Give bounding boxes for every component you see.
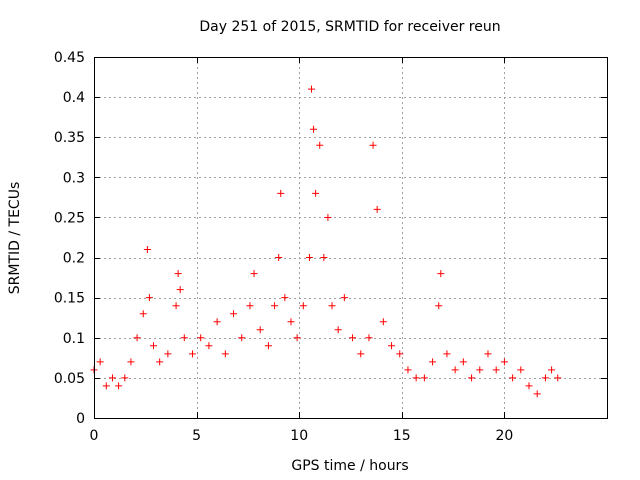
data-point <box>396 350 404 358</box>
y-tick-label: 0.4 <box>63 90 85 106</box>
data-point <box>357 350 365 358</box>
data-point <box>197 334 205 342</box>
data-point <box>365 334 373 342</box>
plot-frame <box>94 57 608 419</box>
x-axis-label: GPS time / hours <box>291 458 408 474</box>
data-point <box>312 189 320 197</box>
data-point <box>287 318 295 326</box>
data-point <box>420 374 428 382</box>
data-point <box>205 342 213 350</box>
data-point <box>264 342 272 350</box>
x-tick-label: 20 <box>495 428 513 444</box>
data-point <box>404 366 412 374</box>
data-point <box>221 350 229 358</box>
data-point <box>500 358 508 366</box>
data-point <box>541 374 549 382</box>
x-tick-label: 15 <box>393 428 411 444</box>
y-tick-label: 0.3 <box>63 170 85 186</box>
y-tick-label: 0.35 <box>54 130 85 146</box>
data-point <box>459 358 467 366</box>
x-tick-label: 0 <box>90 428 99 444</box>
data-point <box>133 334 141 342</box>
data-point <box>429 358 437 366</box>
data-point <box>533 390 541 398</box>
data-point <box>443 350 451 358</box>
axis-ticks <box>94 57 607 419</box>
data-point <box>320 254 328 262</box>
data-point <box>108 374 116 382</box>
data-point <box>293 334 301 342</box>
data-point <box>548 366 556 374</box>
y-tick-label: 0.15 <box>54 291 85 307</box>
data-point <box>121 374 129 382</box>
data-point <box>554 374 562 382</box>
data-point <box>379 318 387 326</box>
data-point <box>308 85 316 93</box>
data-point <box>275 254 283 262</box>
grid-lines <box>94 57 607 418</box>
data-point <box>176 286 184 294</box>
data-point <box>305 254 313 262</box>
data-point <box>451 366 459 374</box>
data-point <box>328 302 336 310</box>
data-point <box>299 302 307 310</box>
data-point <box>164 350 172 358</box>
data-point <box>172 302 180 310</box>
data-point <box>238 334 246 342</box>
data-point <box>174 270 182 278</box>
data-point <box>340 294 348 302</box>
y-tick-label: 0 <box>76 411 85 427</box>
data-point <box>156 358 164 366</box>
data-point <box>437 270 445 278</box>
data-point <box>180 334 188 342</box>
data-point <box>476 366 484 374</box>
data-point <box>316 141 324 149</box>
data-point <box>127 358 135 366</box>
data-points <box>90 85 562 398</box>
data-point <box>388 342 396 350</box>
data-point <box>310 125 318 133</box>
x-tick-label: 5 <box>192 428 201 444</box>
data-point <box>246 302 254 310</box>
data-point <box>492 366 500 374</box>
data-point <box>509 374 517 382</box>
data-point <box>484 350 492 358</box>
x-tick-labels: 0 5 10 15 20 <box>90 428 514 444</box>
data-point <box>435 302 443 310</box>
data-point <box>188 350 196 358</box>
data-point <box>334 326 342 334</box>
data-point <box>139 310 147 318</box>
data-point <box>468 374 476 382</box>
y-tick-label: 0.1 <box>63 331 85 347</box>
data-point <box>96 358 104 366</box>
data-point <box>277 189 285 197</box>
x-tick-label: 10 <box>290 428 308 444</box>
data-point <box>213 318 221 326</box>
data-point <box>271 302 279 310</box>
data-point <box>150 342 158 350</box>
y-tick-labels: 0 0.05 0.1 0.15 0.2 0.25 0.3 0.35 0.4 0.45 <box>54 50 85 427</box>
data-point <box>250 270 258 278</box>
data-point <box>349 334 357 342</box>
data-point <box>102 382 110 390</box>
y-tick-label: 0.45 <box>54 50 85 66</box>
data-point <box>373 205 381 213</box>
chart-title: Day 251 of 2015, SRMTID for receiver reu… <box>199 19 500 35</box>
data-point <box>143 246 151 254</box>
y-tick-label: 0.05 <box>54 371 85 387</box>
y-tick-label: 0.2 <box>63 251 85 267</box>
data-point <box>412 374 420 382</box>
y-axis-label: SRMTID / TECUs <box>7 182 23 295</box>
data-point <box>324 213 332 221</box>
data-point <box>145 294 153 302</box>
data-point <box>230 310 238 318</box>
data-point <box>115 382 123 390</box>
y-tick-label: 0.25 <box>54 210 85 226</box>
data-point <box>369 141 377 149</box>
data-point <box>256 326 264 334</box>
data-point <box>281 294 289 302</box>
data-point <box>525 382 533 390</box>
data-point <box>517 366 525 374</box>
